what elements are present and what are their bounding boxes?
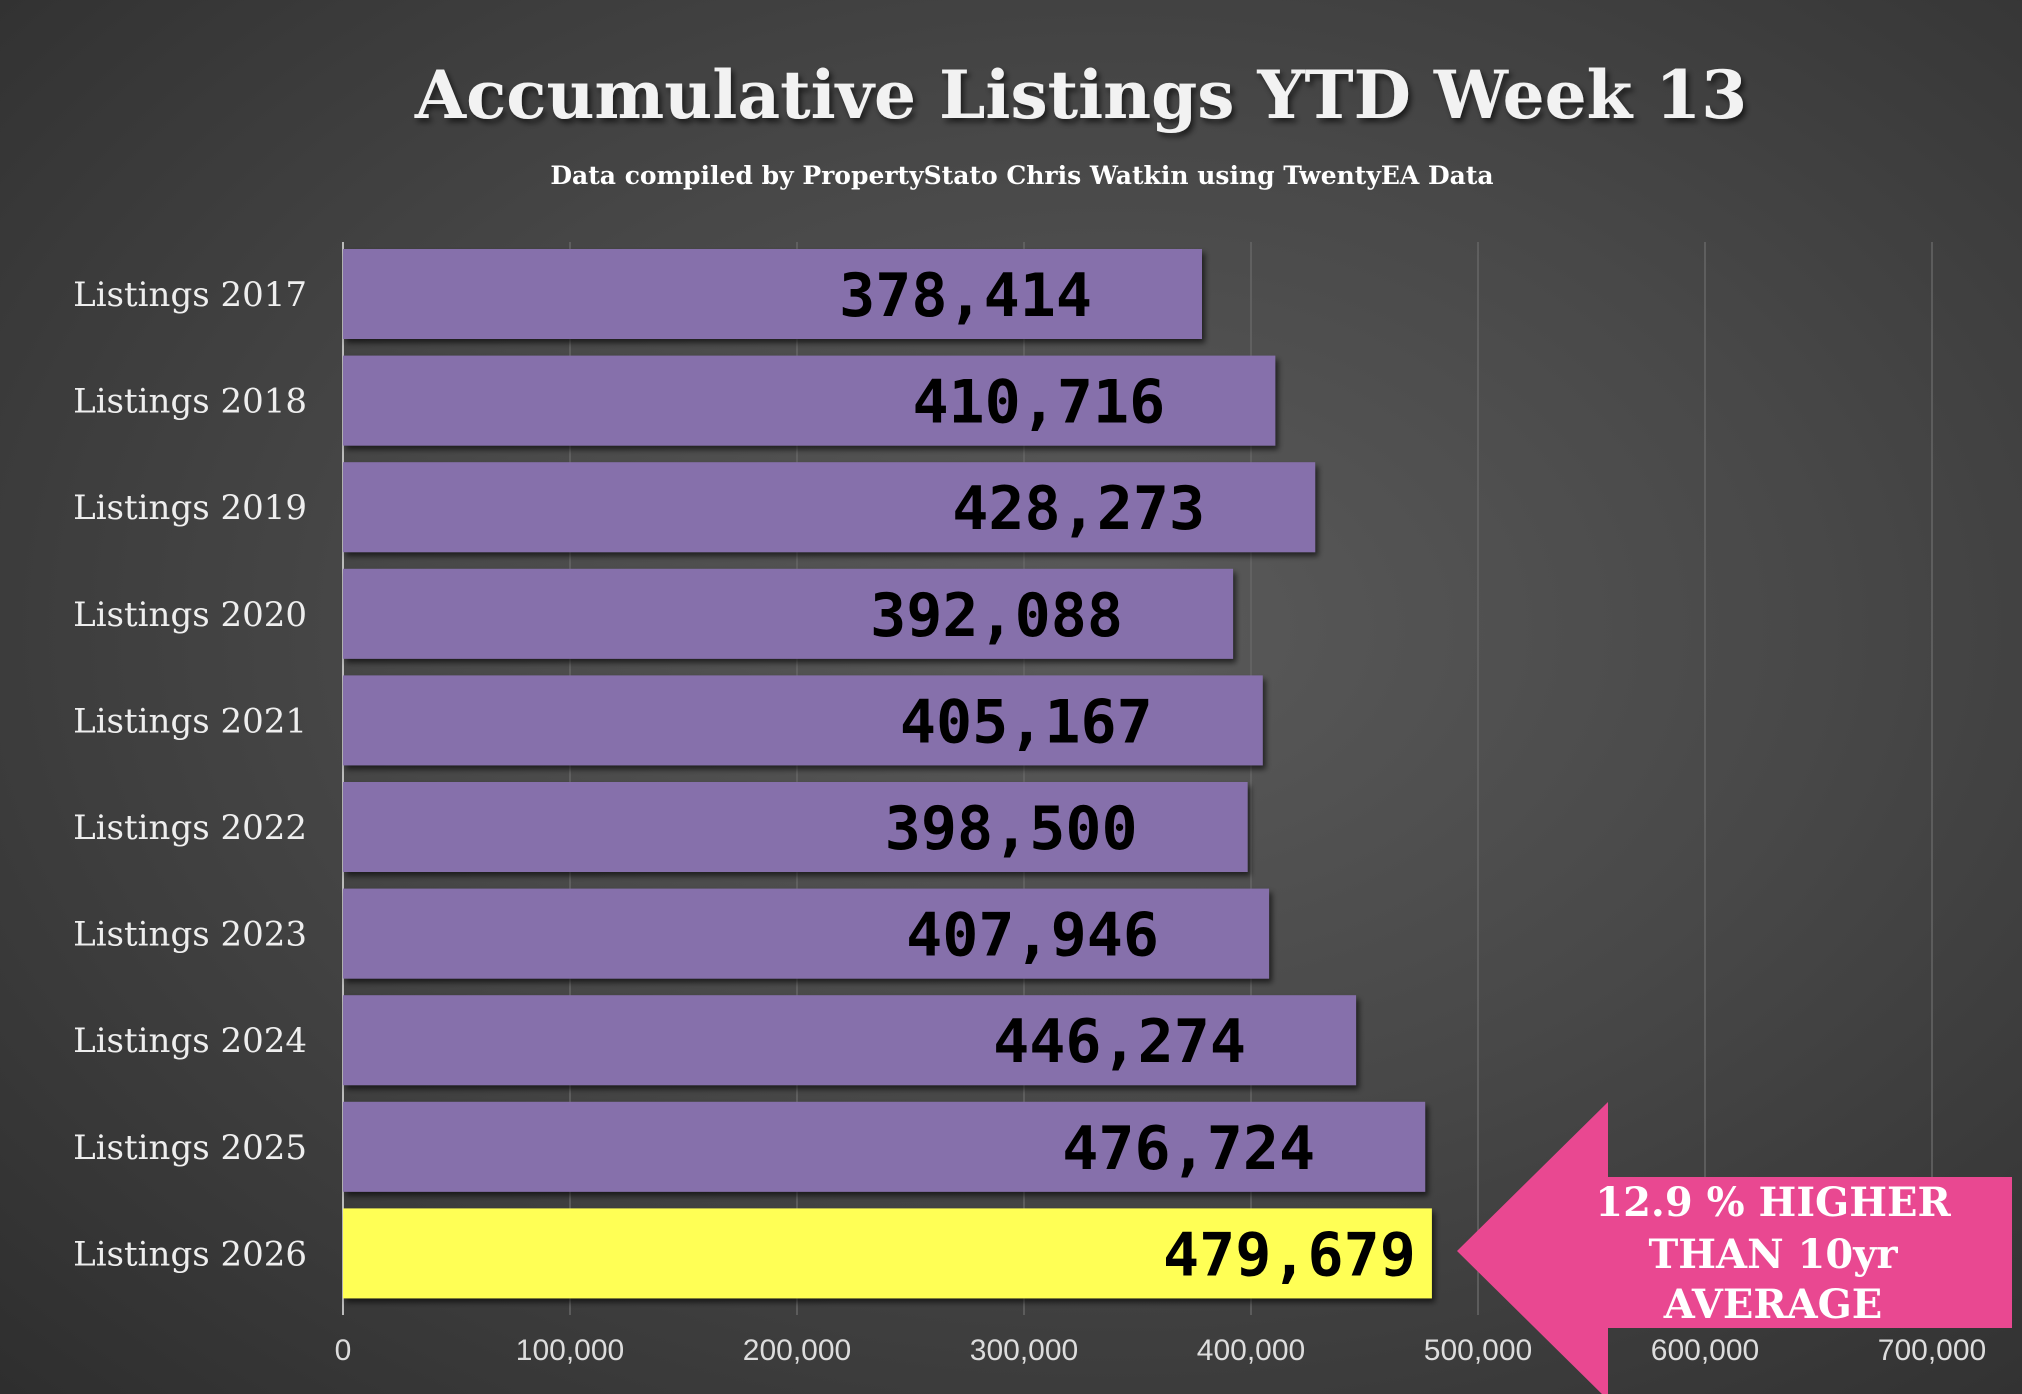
value-label: 405,167 [900, 687, 1153, 757]
category-label: Listings 2020 [73, 595, 307, 635]
category-label: Listings 2018 [73, 382, 307, 422]
category-label: Listings 2026 [73, 1234, 307, 1274]
x-tick-label: 0 [335, 1334, 352, 1367]
bar-listings-2022 [343, 782, 1248, 872]
arrow-shape [1457, 1102, 2012, 1394]
bar-listings-2026 [343, 1208, 1432, 1299]
chart-title: Accumulative Listings YTD Week 13 [414, 56, 1747, 134]
callout-arrow: 12.9 % HIGHER THAN 10yr AVERAGE [1457, 1102, 2012, 1394]
value-label: 392,088 [870, 581, 1123, 651]
value-label: 378,414 [839, 261, 1092, 331]
value-label: 410,716 [912, 368, 1165, 438]
x-tick-label: 700,000 [1878, 1334, 1986, 1367]
value-label: 479,679 [1163, 1220, 1416, 1290]
bar-listings-2025 [343, 1101, 1426, 1192]
callout-line-1: 12.9 % HIGHER [1595, 1179, 1951, 1226]
x-tick-label: 600,000 [1651, 1334, 1759, 1367]
callout-line-3: AVERAGE [1663, 1281, 1883, 1328]
bar-listings-2021 [343, 675, 1263, 766]
bar-listings-2018 [343, 355, 1276, 446]
value-label: 398,500 [885, 794, 1138, 864]
bar-listings-2023 [343, 888, 1270, 979]
chart-subtitle: Data compiled by PropertyStato Chris Wat… [550, 161, 1493, 190]
category-label: Listings 2023 [73, 915, 307, 955]
bar-listings-2024 [343, 995, 1357, 1086]
category-label: Listings 2025 [73, 1128, 307, 1168]
callout-line-2: THAN 10yr [1648, 1231, 1898, 1278]
category-label: Listings 2017 [73, 275, 307, 315]
category-label: Listings 2024 [73, 1021, 307, 1061]
value-label: 407,946 [906, 901, 1159, 971]
category-label: Listings 2021 [73, 701, 307, 741]
category-label: Listings 2019 [73, 488, 307, 528]
x-tick-label: 300,000 [970, 1334, 1078, 1367]
value-label: 446,274 [993, 1007, 1246, 1077]
value-label: 428,273 [952, 474, 1205, 544]
x-tick-label: 500,000 [1424, 1334, 1532, 1367]
x-tick-label: 400,000 [1197, 1334, 1305, 1367]
x-tick-label: 100,000 [516, 1334, 624, 1367]
value-label: 476,724 [1062, 1114, 1315, 1184]
bar-listings-2019 [343, 462, 1316, 553]
category-label: Listings 2022 [73, 808, 307, 848]
bar-listings-2017 [343, 249, 1202, 339]
x-tick-label: 200,000 [743, 1334, 851, 1367]
bar-listings-2020 [343, 568, 1234, 659]
